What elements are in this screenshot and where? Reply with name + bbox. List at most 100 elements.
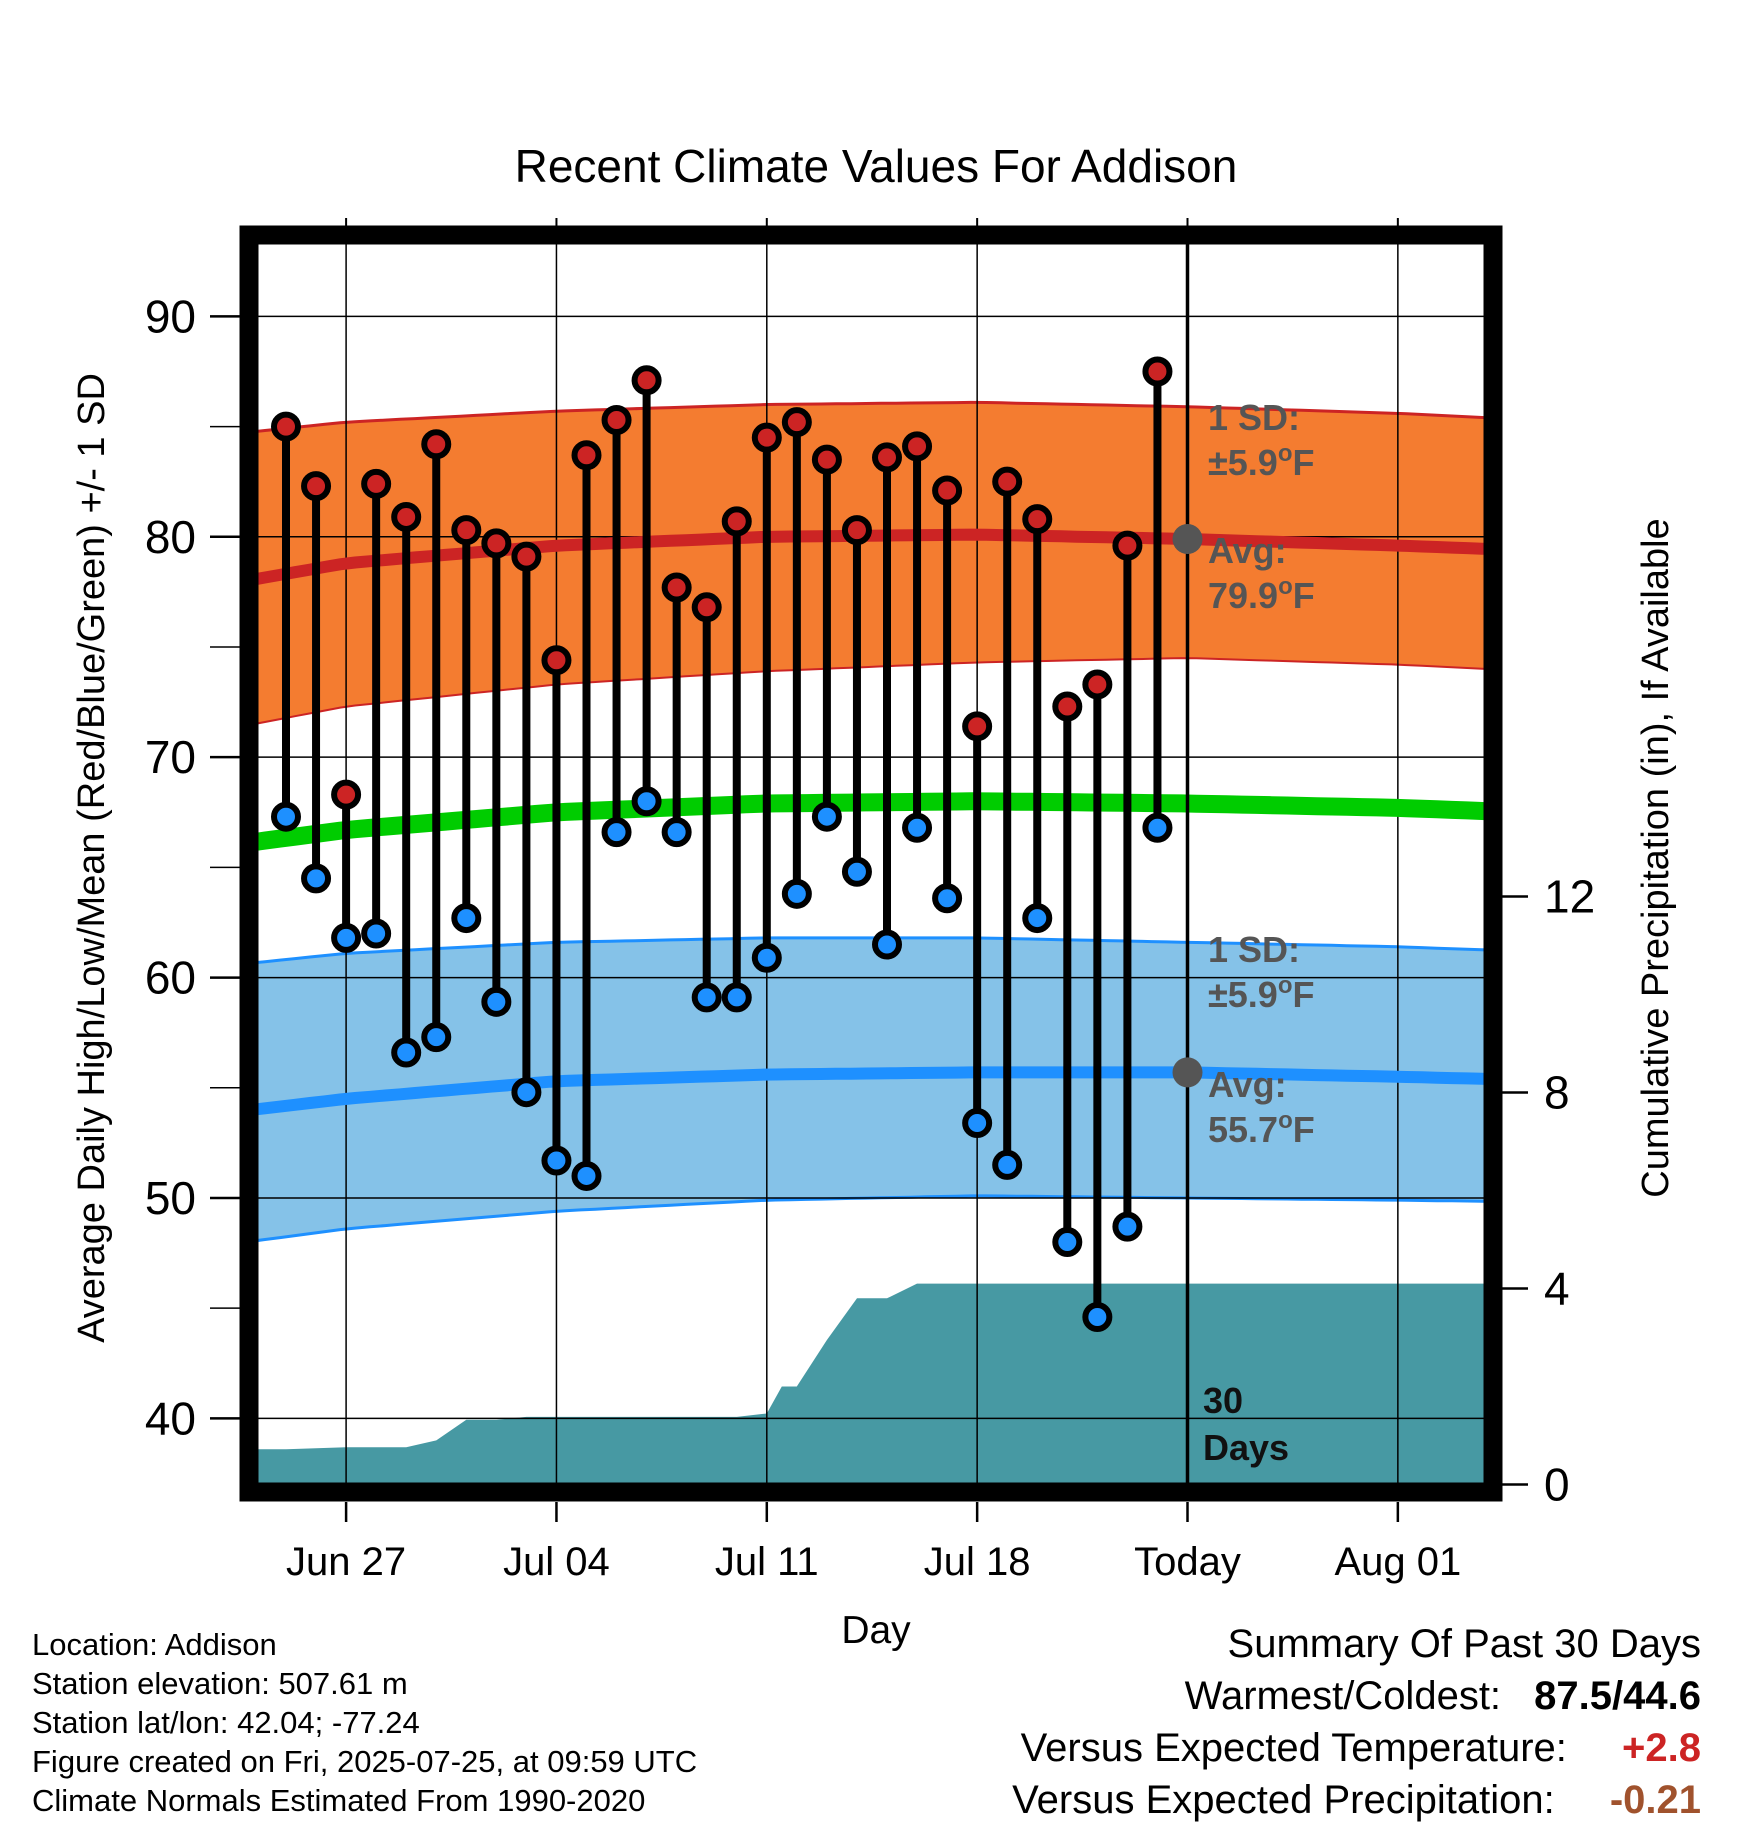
precip-diff-label: Versus Expected Precipitation:: [1012, 1778, 1555, 1822]
daily-low-point: [1022, 903, 1053, 934]
high-sd-upper-edge: [258, 400, 1485, 433]
summary-title: Summary Of Past 30 Days: [1227, 1622, 1701, 1666]
precipitation-area: [258, 1283, 1485, 1483]
daily-low-point: [902, 812, 933, 843]
left-tick-label: 40: [145, 1392, 196, 1444]
daily-low-point: [1052, 1227, 1083, 1258]
daily-low-point: [451, 903, 482, 934]
daily-high-point: [1022, 504, 1053, 535]
today-avg-low-marker: [1172, 1057, 1203, 1088]
normals-text: Climate Normals Estimated From 1990-2020: [32, 1783, 646, 1818]
low-sd-label: 1 SD:: [1208, 929, 1300, 970]
daily-high-point: [421, 429, 452, 460]
today-avg-high-marker: [1172, 523, 1203, 554]
daily-low-point: [421, 1022, 452, 1053]
created-text: Figure created on Fri, 2025-07-25, at 09…: [32, 1744, 698, 1779]
summary-temperature: Versus Expected Temperature: +2.8: [1021, 1726, 1701, 1771]
days-number-label: 30: [1203, 1380, 1243, 1421]
daily-high-point: [841, 515, 872, 546]
right-tick-label: 12: [1544, 871, 1595, 923]
daily-high-point: [1112, 530, 1143, 561]
summary-warm-cold: Warmest/Coldest: 87.5/44.6: [1185, 1674, 1701, 1719]
daily-high-point: [1142, 356, 1173, 387]
y-axis-label-left: Average Daily High/Low/Mean (Red/Blue/Gr…: [71, 373, 113, 1343]
daily-low-point: [811, 801, 842, 832]
daily-high-point: [661, 572, 692, 603]
x-tick-label: Aug 01: [1334, 1540, 1461, 1584]
days-word-label: Days: [1203, 1427, 1289, 1468]
daily-low-point: [661, 817, 692, 848]
x-tick-label: Jun 27: [286, 1540, 406, 1584]
daily-high-point: [631, 365, 662, 396]
daily-low-point: [631, 786, 662, 817]
left-tick-label: 80: [145, 511, 196, 563]
daily-low-point: [1142, 812, 1173, 843]
avg-mean-line: [258, 792, 1485, 851]
summary-precipitation: Versus Expected Precipitation: -0.21: [1012, 1778, 1701, 1823]
x-tick-label: Jul 11: [715, 1540, 819, 1584]
daily-low-point: [932, 883, 963, 914]
right-tick-label: 8: [1544, 1067, 1570, 1119]
daily-high-point: [992, 466, 1023, 497]
daily-low-point: [361, 918, 392, 949]
daily-low-point: [872, 929, 902, 960]
left-tick-label: 60: [145, 952, 196, 1004]
daily-high-point: [691, 592, 722, 623]
warm-cold-label: Warmest/Coldest:: [1184, 1674, 1502, 1718]
daily-low-point: [391, 1037, 422, 1068]
high-sd-band: [258, 402, 1485, 724]
high-avg-label: Avg:: [1208, 530, 1287, 571]
daily-low-point: [271, 801, 301, 832]
daily-high-point: [301, 471, 332, 502]
daily-low-point: [571, 1160, 602, 1191]
elevation-text: Station elevation: 507.61 m: [32, 1666, 408, 1701]
daily-low-point: [601, 817, 632, 848]
daily-low-point: [331, 922, 362, 953]
high-sd-label: 1 SD:: [1208, 397, 1300, 438]
daily-low-point: [691, 982, 722, 1013]
daily-high-point: [541, 645, 572, 676]
temp-diff-label: Versus Expected Temperature:: [1020, 1726, 1567, 1770]
daily-high-point: [571, 440, 602, 471]
daily-low-point: [751, 942, 782, 973]
daily-low-point: [541, 1145, 572, 1176]
x-tick-label: Jul 04: [503, 1540, 610, 1584]
daily-low-point: [481, 986, 512, 1017]
low-avg-value: 55.7oF: [1208, 1107, 1315, 1150]
daily-low-point: [511, 1077, 542, 1108]
daily-high-point: [1082, 669, 1113, 700]
daily-high-point: [511, 541, 542, 572]
left-tick-label: 70: [145, 731, 196, 783]
daily-high-point: [271, 411, 301, 442]
daily-high-point: [932, 475, 963, 506]
left-tick-label: 50: [145, 1172, 196, 1224]
daily-high-point: [781, 407, 812, 438]
precip-diff-value: -0.21: [1609, 1778, 1701, 1822]
low-sd-value: ±5.9oF: [1208, 972, 1314, 1015]
daily-high-point: [872, 442, 902, 473]
chart-title: Recent Climate Values For Addison: [515, 140, 1238, 192]
daily-high-point: [962, 711, 993, 742]
daily-low-point: [781, 878, 812, 909]
daily-high-point: [601, 404, 632, 435]
right-tick-label: 4: [1544, 1263, 1570, 1315]
daily-low-point: [721, 982, 752, 1013]
y-axis-label-right: Cumulative Precipitation (in), If Availa…: [1635, 518, 1677, 1197]
daily-high-point: [361, 468, 392, 499]
daily-high-point: [391, 501, 422, 532]
right-tick-label: 0: [1544, 1459, 1570, 1511]
temp-diff-value: +2.8: [1622, 1726, 1701, 1770]
daily-high-point: [811, 444, 842, 475]
daily-low-point: [962, 1108, 993, 1139]
daily-high-point: [902, 431, 933, 462]
latlon-text: Station lat/lon: 42.04; -77.24: [32, 1705, 420, 1740]
low-avg-label: Avg:: [1208, 1064, 1287, 1105]
daily-high-point: [331, 779, 362, 810]
x-tick-label: Today: [1134, 1540, 1241, 1584]
daily-high-point: [721, 506, 752, 537]
daily-low-point: [1112, 1211, 1143, 1242]
high-sd-value: ±5.9oF: [1208, 440, 1314, 483]
daily-low-point: [992, 1149, 1023, 1180]
daily-high-point: [751, 422, 782, 453]
